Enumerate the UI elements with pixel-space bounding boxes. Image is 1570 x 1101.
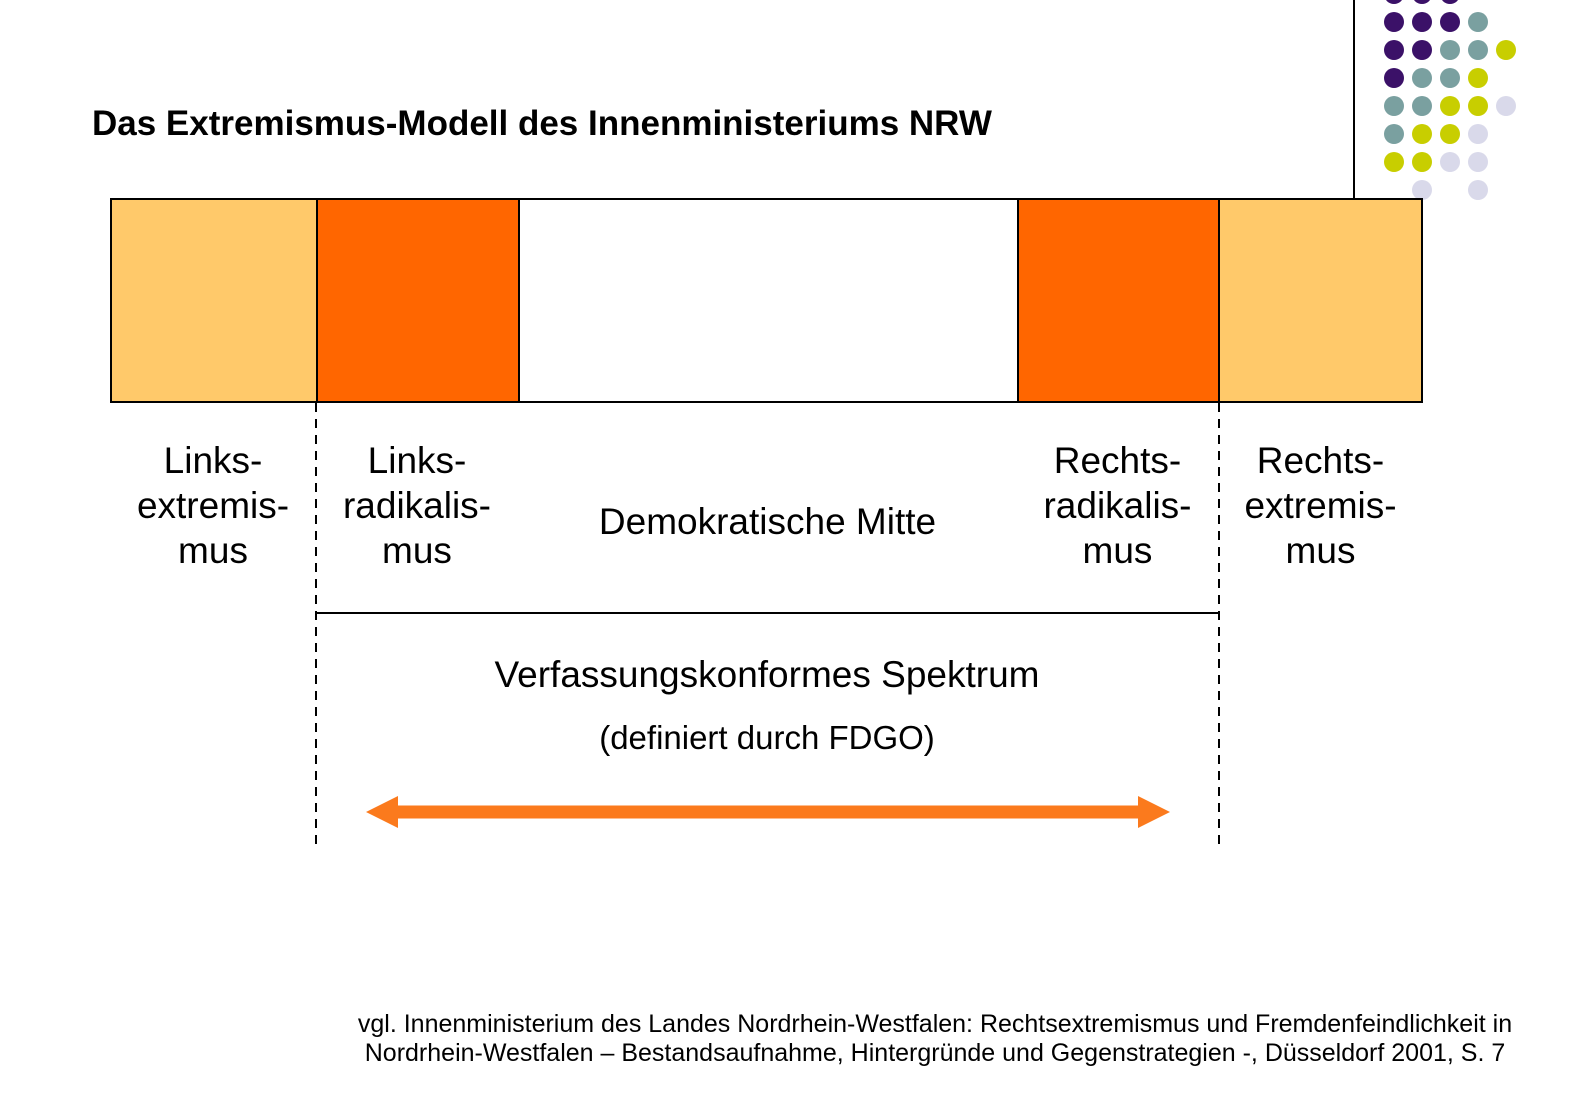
constitutional-spectrum-top-line	[315, 612, 1220, 614]
template-dot	[1384, 12, 1404, 32]
citation: vgl. Innenministerium des Landes Nordrhe…	[320, 1010, 1550, 1068]
template-dot	[1468, 68, 1488, 88]
template-dot	[1468, 12, 1488, 32]
left-boundary-dashed-line	[315, 403, 317, 846]
template-dot	[1384, 152, 1404, 172]
label-rechts-extremismus: Rechts- extremis- mus	[1244, 439, 1397, 571]
template-dot	[1412, 68, 1432, 88]
template-dot	[1496, 40, 1516, 60]
template-dot	[1440, 152, 1460, 172]
template-dot	[1412, 124, 1432, 144]
segment-demokratische-mitte	[518, 200, 1017, 401]
template-dot	[1468, 96, 1488, 116]
template-dot	[1412, 152, 1432, 172]
template-dot	[1496, 96, 1516, 116]
template-vertical-line	[1353, 0, 1355, 200]
label-rechts-radikalismus: Rechts- radikalis- mus	[1043, 439, 1192, 571]
template-dot	[1440, 0, 1460, 4]
template-dot	[1440, 40, 1460, 60]
template-dot	[1468, 124, 1488, 144]
segment-links-extremismus	[112, 200, 316, 401]
template-dot-pattern	[1384, 0, 1516, 204]
template-dot	[1412, 12, 1432, 32]
template-dot	[1468, 40, 1488, 60]
template-dot	[1440, 124, 1460, 144]
template-dot	[1412, 180, 1432, 200]
label-links-extremismus: Links- extremis- mus	[136, 439, 290, 571]
template-dot	[1384, 0, 1404, 4]
label-links-radikalismus: Links- radikalis- mus	[342, 439, 492, 571]
template-dot	[1440, 96, 1460, 116]
fdgo-note: (definiert durch FDGO)	[599, 719, 935, 756]
double-headed-arrow-icon	[366, 796, 1170, 828]
template-dot	[1412, 40, 1432, 60]
template-dot	[1440, 68, 1460, 88]
template-dot	[1384, 124, 1404, 144]
double-headed-arrow-shape	[366, 796, 1170, 828]
template-dot	[1412, 96, 1432, 116]
spectrum-bar	[110, 198, 1423, 403]
template-dot	[1440, 12, 1460, 32]
template-dot	[1468, 180, 1488, 200]
template-dot	[1412, 0, 1432, 4]
slide-title: Das Extremismus-Modell des Innenminister…	[92, 104, 992, 144]
template-dot	[1384, 68, 1404, 88]
citation-line-1: vgl. Innenministerium des Landes Nordrhe…	[357, 1010, 1513, 1038]
segment-rechts-extremismus	[1218, 200, 1421, 401]
template-dot	[1384, 96, 1404, 116]
template-dot	[1384, 40, 1404, 60]
constitutional-spectrum-label: Verfassungskonformes Spektrum	[494, 654, 1040, 695]
segment-links-radikalismus	[316, 200, 518, 401]
citation-line-2: Nordrhein-Westfalen – Bestandsaufnahme, …	[364, 1039, 1506, 1067]
label-demokratische-mitte: Demokratische Mitte	[598, 500, 937, 542]
right-boundary-dashed-line	[1218, 403, 1220, 846]
template-dot	[1468, 152, 1488, 172]
segment-rechts-radikalismus	[1017, 200, 1218, 401]
